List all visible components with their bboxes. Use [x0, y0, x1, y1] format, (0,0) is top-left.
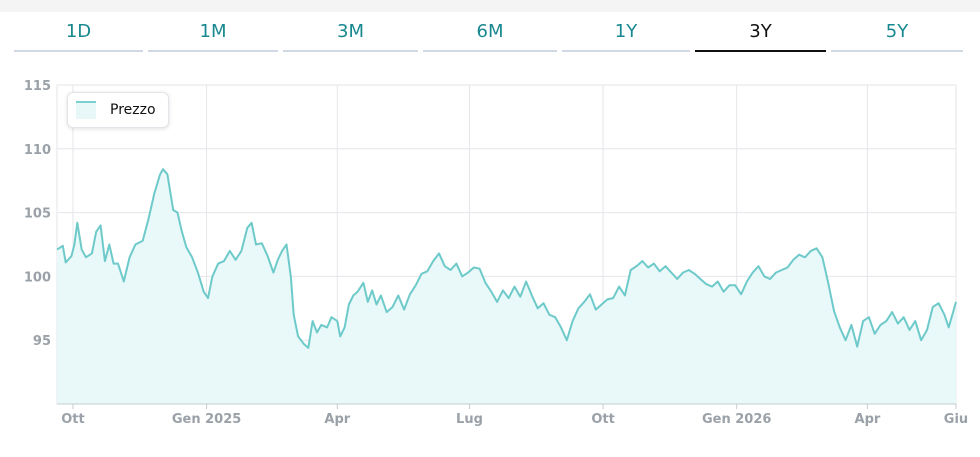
x-tick-label: Apr — [855, 412, 881, 427]
tab-3m[interactable]: 3M — [283, 12, 418, 52]
period-tabs: 1D 1M 3M 6M 1Y 3Y 5Y — [0, 12, 980, 56]
x-tick-label: Apr — [324, 412, 350, 427]
price-chart: 95 100 105 110 115 Ott Gen 2025 Apr Lug Ott Gen 20… — [0, 56, 980, 452]
x-tick-label: Ott — [61, 412, 84, 427]
legend-label: Prezzo — [110, 102, 156, 118]
x-tick-label: Gen 2025 — [172, 412, 241, 427]
y-tick-label: 115 — [24, 79, 51, 94]
chart-legend[interactable]: Prezzo — [67, 92, 169, 128]
tab-6m[interactable]: 6M — [423, 12, 557, 52]
x-tick-label: Giu — [944, 412, 968, 427]
tab-3y[interactable]: 3Y — [695, 12, 826, 52]
y-tick-label: 105 — [24, 207, 51, 222]
tab-1d[interactable]: 1D — [14, 12, 143, 52]
x-tick-label: Ott — [591, 412, 614, 427]
tab-1m[interactable]: 1M — [148, 12, 278, 52]
tab-5y[interactable]: 5Y — [831, 12, 963, 52]
legend-swatch-icon — [76, 101, 96, 119]
x-tick-label: Lug — [456, 412, 483, 427]
y-tick-label: 100 — [24, 270, 51, 285]
series-area-prezzo — [57, 169, 956, 404]
chart-svg: 95 100 105 110 115 Ott Gen 2025 Apr Lug Ott Gen 20… — [24, 79, 968, 427]
y-tick-label: 110 — [24, 143, 51, 158]
series-line-prezzo — [56, 168, 957, 349]
tab-1y[interactable]: 1Y — [562, 12, 690, 52]
top-strip — [0, 0, 980, 12]
x-tick-label: Gen 2026 — [702, 412, 771, 427]
y-tick-label: 95 — [33, 334, 51, 349]
